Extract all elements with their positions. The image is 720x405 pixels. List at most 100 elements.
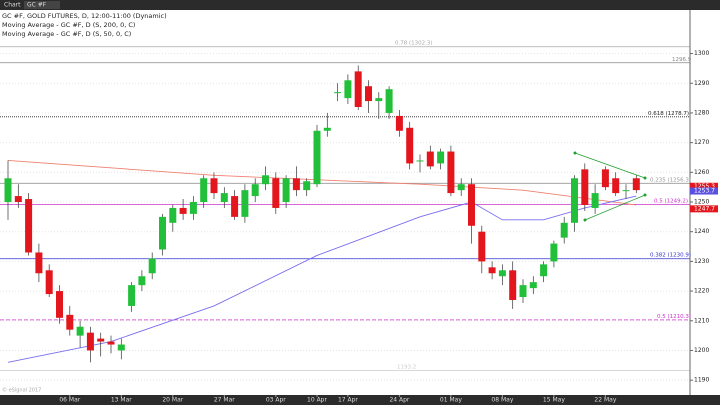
candle-body: [313, 130, 321, 185]
candle-body: [262, 175, 269, 185]
legend-line: Moving Average - GC #F, D (S, 50, 0, C): [2, 30, 131, 38]
candle-body: [601, 169, 609, 188]
candle-body: [148, 258, 156, 274]
toolbar: [0, 0, 720, 10]
level-label: 0.5 (1249.2): [654, 198, 688, 204]
level-label: 1193.2: [397, 365, 416, 371]
candle-body: [169, 207, 177, 223]
x-tick-label: 22 May: [594, 397, 616, 404]
candle-body: [571, 178, 578, 223]
candle-body: [292, 178, 300, 191]
x-tick-label: 27 Mar: [214, 397, 235, 404]
level-label: 0.618 (1278.7): [648, 111, 689, 117]
trend-point: [583, 218, 587, 222]
candle-body: [128, 285, 136, 306]
candle-body: [344, 80, 352, 99]
candle-body: [45, 270, 53, 295]
candle-body: [540, 264, 548, 277]
candle-body: [612, 178, 620, 194]
candle-body: [529, 282, 537, 289]
candle-body: [560, 222, 568, 238]
price-tag: [690, 205, 718, 213]
candle-body: [591, 193, 599, 208]
y-tick-label: 1280: [694, 109, 709, 116]
toolbar-label[interactable]: Chart: [4, 2, 21, 9]
candle-body: [385, 89, 393, 113]
trendline: [574, 152, 646, 179]
y-tick-label: 1240: [694, 228, 709, 235]
candle-body: [303, 181, 311, 191]
y-tick-label: 1290: [694, 80, 709, 87]
trend-point: [643, 176, 647, 180]
price-axis: [690, 10, 720, 395]
symbol-box[interactable]: [24, 1, 60, 9]
y-tick-label: 1300: [694, 50, 709, 57]
candle-body: [416, 160, 424, 162]
candle-body: [189, 202, 197, 214]
level-label: 0.382 (1230.9): [650, 253, 691, 259]
candle-body: [251, 184, 259, 197]
trendline: [584, 194, 646, 221]
trend-point: [643, 193, 647, 197]
candle-body: [272, 178, 280, 208]
trend-point: [573, 151, 577, 155]
candle-body: [457, 184, 465, 191]
candle-body: [220, 193, 228, 203]
candle-body: [375, 98, 383, 102]
candle-body: [35, 252, 43, 274]
time-axis: [0, 395, 720, 405]
candle-body: [334, 92, 342, 94]
candle-body: [66, 314, 74, 330]
candle-body: [354, 71, 362, 108]
price-tag-label: 1255.3: [694, 183, 715, 190]
price-tag: [690, 182, 718, 190]
candle-body: [200, 178, 208, 203]
candle-body: [365, 86, 372, 102]
candle-body: [406, 127, 414, 164]
candle-body: [14, 196, 22, 203]
level-label: 0.5 (1210.3): [657, 314, 691, 320]
candle-body: [519, 285, 527, 298]
x-tick-label: 24 Apr: [389, 397, 409, 404]
candle-body: [323, 127, 331, 131]
x-tick-label: 08 May: [491, 397, 513, 404]
moving-average: [7, 195, 637, 363]
y-tick-label: 1250: [694, 199, 709, 206]
candle-body: [86, 332, 94, 351]
candle-body: [426, 151, 434, 167]
level-label: 0.78 (1302.3): [395, 41, 433, 47]
candle-body: [25, 199, 33, 253]
y-tick-label: 1260: [694, 169, 709, 176]
candle-body: [138, 276, 146, 286]
candle-body: [498, 270, 506, 277]
candle-body: [437, 151, 445, 164]
legend-line: Moving Average - GC #F, D (S, 200, 0, C): [2, 21, 135, 29]
moving-average: [7, 160, 637, 206]
x-tick-label: 20 Mar: [162, 397, 183, 404]
candle-body: [478, 231, 486, 262]
candle-body: [395, 115, 403, 131]
x-tick-label: 06 Mar: [59, 397, 80, 404]
footer: © eSignal 2017: [2, 387, 41, 394]
y-tick-label: 1220: [694, 288, 709, 295]
candle-body: [210, 178, 218, 194]
toolbar-symbol[interactable]: GC #F: [27, 2, 47, 9]
y-tick-label: 1200: [694, 347, 709, 354]
candle-body: [97, 338, 105, 342]
candle-body: [107, 341, 115, 345]
candle-body: [231, 196, 239, 217]
candle-body: [179, 207, 187, 214]
y-tick-label: 1210: [694, 317, 709, 324]
y-tick-label: 1270: [694, 139, 709, 146]
candle-body: [622, 190, 630, 192]
x-tick-label: 15 May: [543, 397, 565, 404]
candle-body: [468, 184, 475, 226]
candle-body: [581, 169, 589, 205]
candle-body: [488, 267, 496, 274]
price-tag-label: 1247.7: [694, 205, 715, 212]
candle-body: [4, 178, 12, 203]
candle-body: [76, 326, 84, 336]
x-tick-label: 10 Apr: [307, 397, 327, 404]
candle-body: [117, 344, 125, 351]
